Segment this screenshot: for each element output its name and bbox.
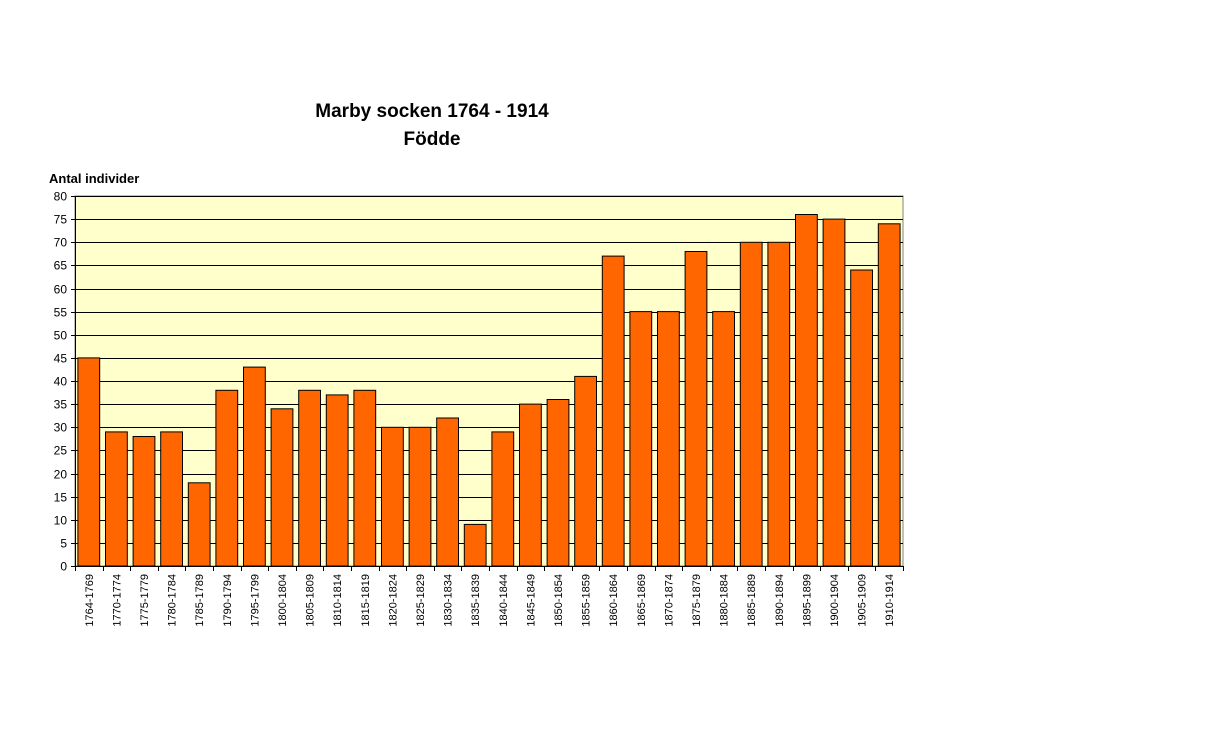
x-tick-label: 1890-1894 xyxy=(774,574,786,627)
bar xyxy=(684,251,708,567)
x-tick-label: 1880-1884 xyxy=(719,574,731,627)
x-tick-label: 1900-1904 xyxy=(829,574,841,627)
bar xyxy=(850,269,874,567)
y-tick-label: 25 xyxy=(54,444,68,458)
bar xyxy=(187,482,211,567)
bar xyxy=(77,357,101,567)
bar xyxy=(353,389,377,567)
bar xyxy=(215,389,239,567)
y-tick-label: 70 xyxy=(54,236,68,250)
y-tick-label: 80 xyxy=(54,190,68,204)
y-tick-label: 50 xyxy=(54,329,68,343)
bar xyxy=(270,408,294,567)
bar xyxy=(601,255,625,567)
chart-subtitle-line: Födde xyxy=(403,129,461,150)
x-tick-label: 1800-1804 xyxy=(277,574,289,627)
x-tick-label: 1845-1849 xyxy=(525,574,537,627)
y-tick-label: 55 xyxy=(54,306,68,320)
bar xyxy=(822,218,846,567)
bar xyxy=(463,523,487,567)
bar xyxy=(298,389,322,567)
bar xyxy=(877,223,901,567)
y-tick-label: 65 xyxy=(54,259,68,273)
y-tick-label: 15 xyxy=(54,491,68,505)
x-tick-label: 1810-1814 xyxy=(332,574,344,627)
x-tick-label: 1910-1914 xyxy=(884,574,896,627)
bar xyxy=(657,311,680,567)
x-tick-label: 1850-1854 xyxy=(553,574,565,627)
x-tick-label: 1795-1799 xyxy=(249,574,261,627)
x-tick-label: 1855-1859 xyxy=(581,574,593,627)
x-tick-label: 1785-1789 xyxy=(194,574,206,627)
x-tick-label: 1840-1844 xyxy=(498,574,510,627)
x-tick-label: 1870-1874 xyxy=(663,574,675,627)
bar xyxy=(160,431,183,567)
x-tick-label: 1805-1809 xyxy=(305,574,317,627)
x-tick-label: 1825-1829 xyxy=(415,574,427,627)
x-tick-label: 1865-1869 xyxy=(636,574,648,627)
x-tick-label: 1875-1879 xyxy=(691,574,703,627)
x-tick-label: 1830-1834 xyxy=(443,574,455,627)
x-tick-label: 1790-1794 xyxy=(222,574,234,627)
y-tick-label: 30 xyxy=(54,421,68,435)
x-tick-label: 1835-1839 xyxy=(470,574,482,627)
x-tick-label: 1815-1819 xyxy=(360,574,372,627)
x-tick-label: 1764-1769 xyxy=(84,574,96,627)
chart-title: Marby socken 1764 - 1914 Födde xyxy=(232,98,632,154)
bar xyxy=(408,426,432,567)
x-tick-label: 1780-1784 xyxy=(167,574,179,627)
y-tick-label: 45 xyxy=(54,352,68,366)
y-tick-label: 10 xyxy=(54,514,68,528)
x-tick-label: 1885-1889 xyxy=(746,574,758,627)
y-tick-label: 40 xyxy=(54,375,68,389)
bar xyxy=(739,241,763,567)
bar xyxy=(243,366,266,567)
bar xyxy=(546,399,570,567)
bar xyxy=(381,426,404,567)
bar xyxy=(132,436,156,567)
y-axis-label: Antal individer xyxy=(49,171,140,186)
x-tick-label: 1820-1824 xyxy=(387,574,399,627)
y-tick-label: 60 xyxy=(54,283,68,297)
y-tick-label: 5 xyxy=(60,537,67,551)
x-tick-label: 1905-1909 xyxy=(857,574,869,627)
x-tick-label: 1770-1774 xyxy=(111,574,123,627)
bar xyxy=(491,431,515,567)
bar xyxy=(795,214,818,567)
x-tick-label: 1775-1779 xyxy=(139,574,151,627)
chart-title-line: Marby socken 1764 - 1914 xyxy=(315,101,549,122)
y-tick-label: 35 xyxy=(54,398,68,412)
x-tick-label: 1860-1864 xyxy=(608,574,620,627)
bar xyxy=(629,311,653,567)
bar xyxy=(519,403,542,567)
bar xyxy=(325,394,349,567)
bar xyxy=(712,311,736,567)
y-tick-label: 0 xyxy=(60,560,67,574)
bar xyxy=(574,375,598,567)
bar xyxy=(436,417,460,567)
x-tick-label: 1895-1899 xyxy=(801,574,813,627)
y-tick-label: 20 xyxy=(54,468,68,482)
bar xyxy=(767,241,791,567)
y-tick-label: 75 xyxy=(54,213,68,227)
bar xyxy=(105,431,128,567)
